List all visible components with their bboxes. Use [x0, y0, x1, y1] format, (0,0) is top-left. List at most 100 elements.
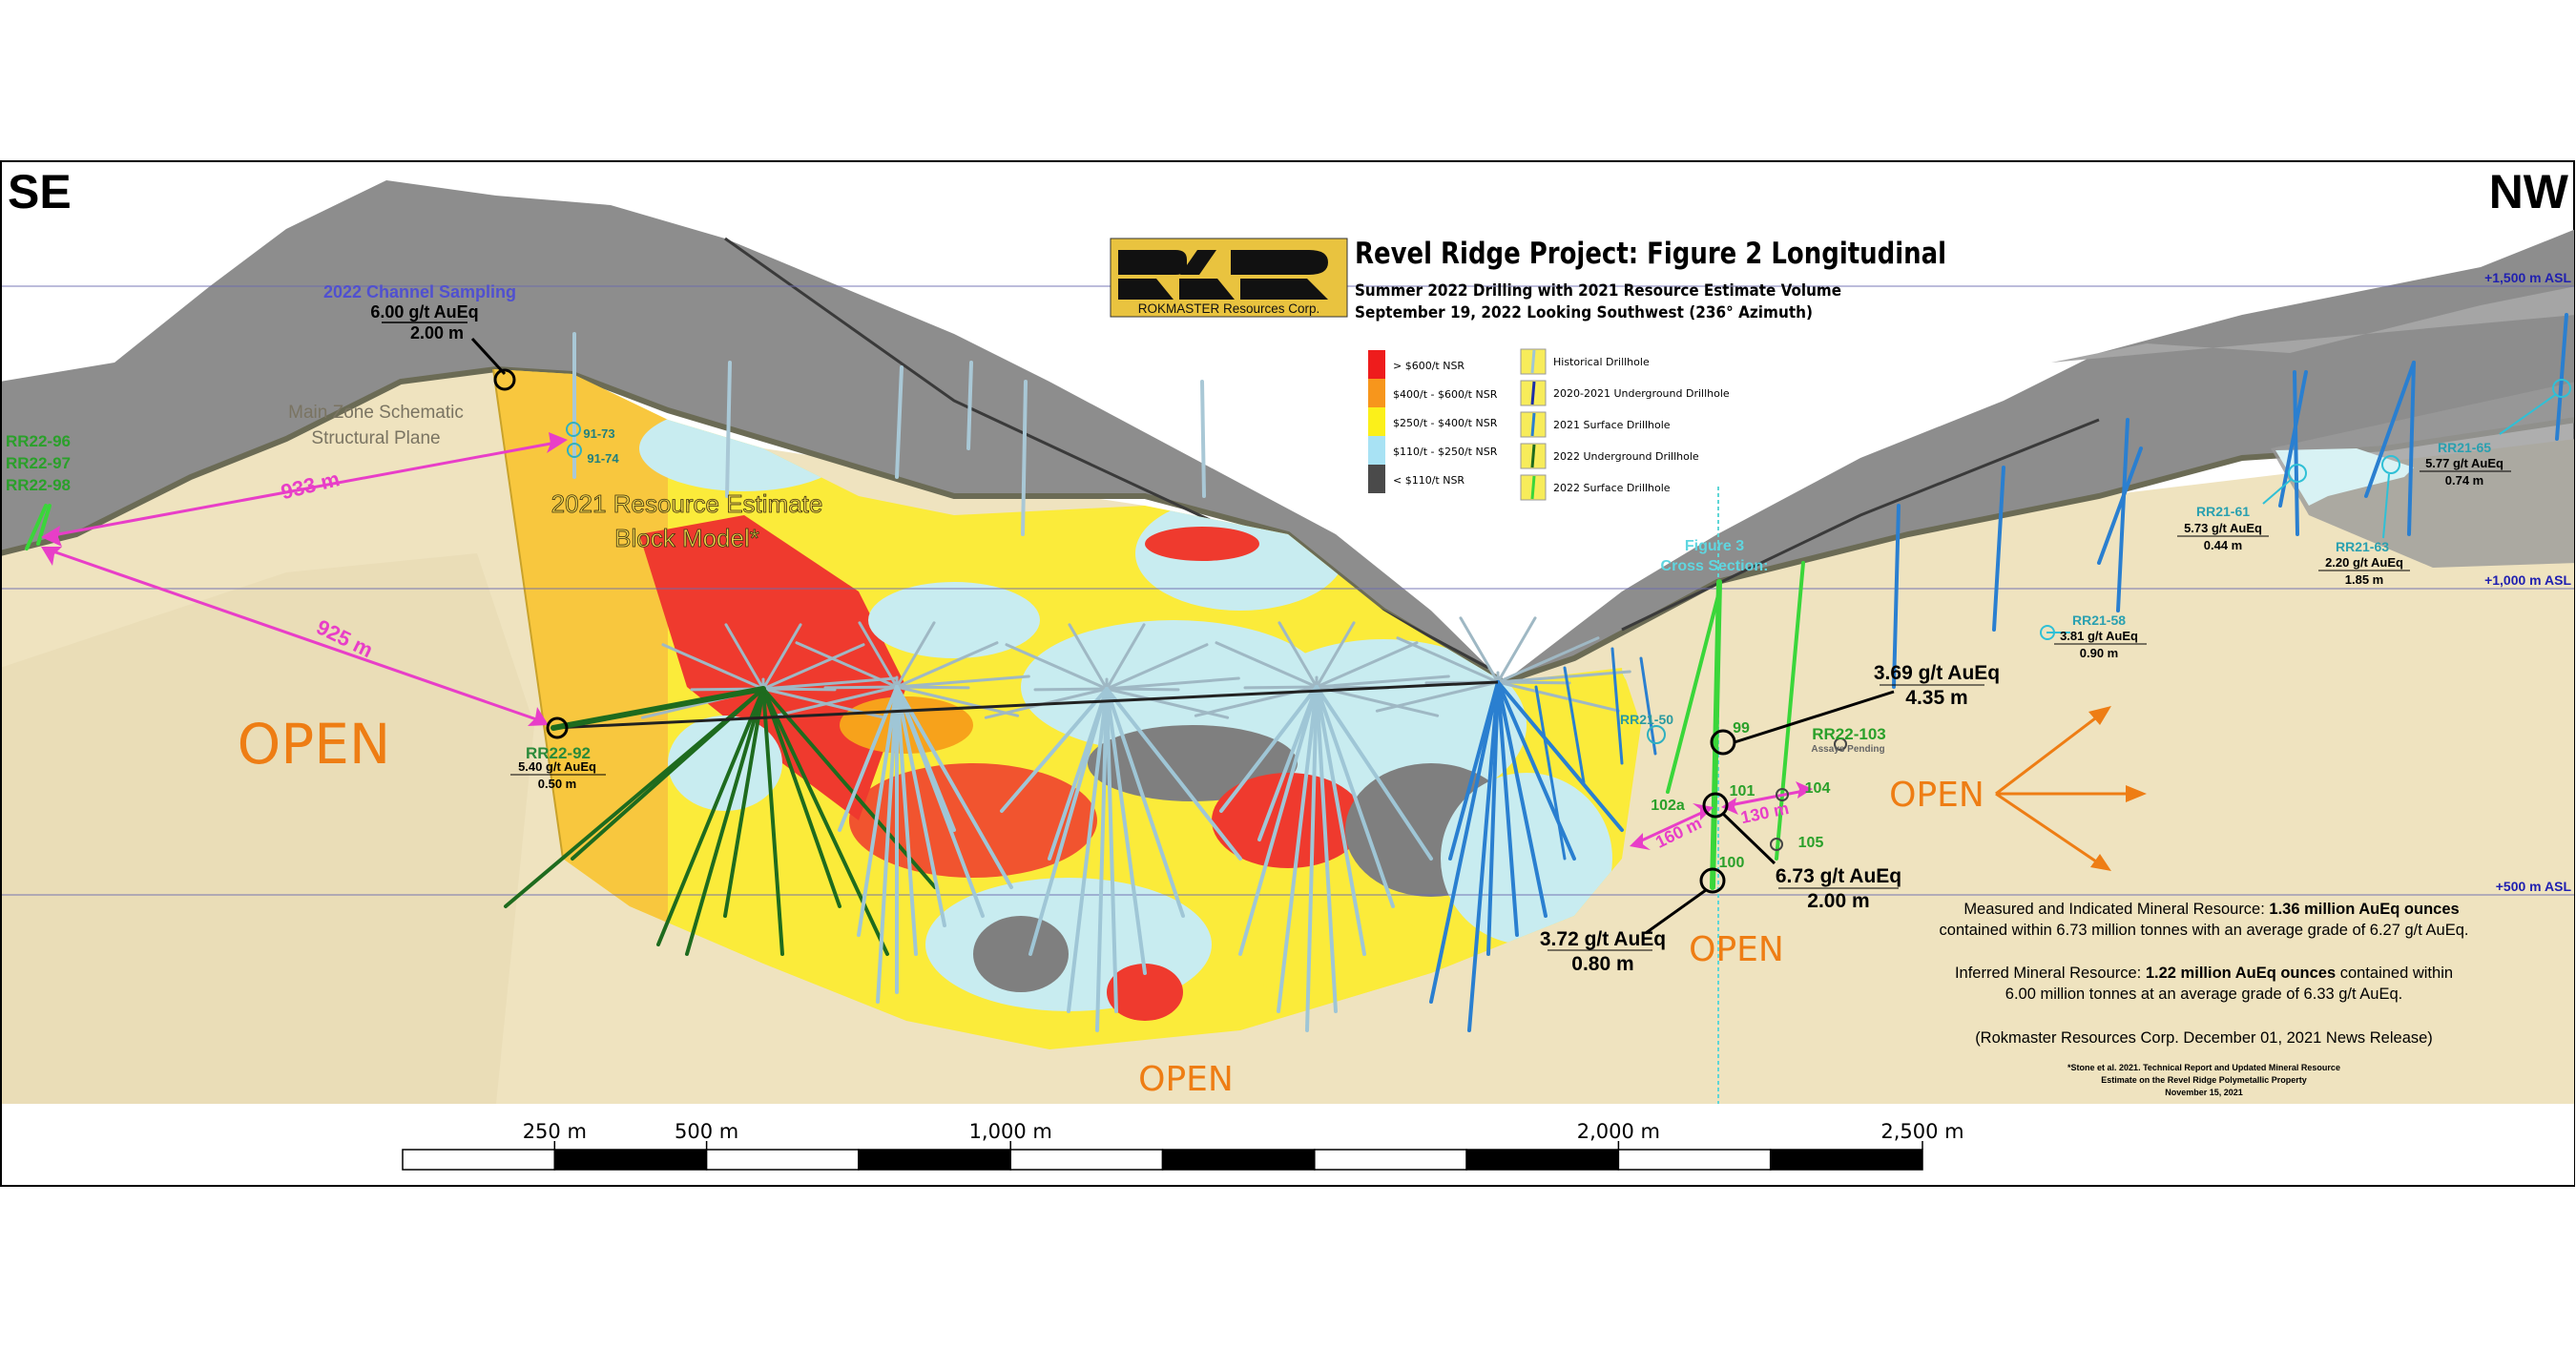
- drillhole: [1305, 685, 1319, 1032]
- open-label-center: OPEN: [1689, 930, 1784, 969]
- open-label-bottom: OPEN: [1138, 1060, 1234, 1099]
- drillhole: [1005, 643, 1109, 691]
- drillhole: [36, 504, 52, 546]
- hole-105-label: 105: [1798, 835, 1824, 851]
- drillhole: [895, 674, 1030, 689]
- drillhole: [1396, 636, 1500, 684]
- drillhole: [1067, 687, 1109, 1013]
- figure3-label-1: Figure 3: [1685, 538, 1744, 554]
- drillhole: [761, 687, 837, 692]
- rr21-61-name: RR21-61: [2196, 504, 2250, 519]
- hole-91-74: 91-74: [587, 451, 619, 466]
- drillhole: [2293, 370, 2299, 536]
- drillhole: [1666, 590, 1721, 794]
- mountain-left: [2, 180, 1504, 682]
- drillhole: [1257, 685, 1319, 841]
- rr21-63-name: RR21-63: [2336, 539, 2389, 554]
- drillhole: [1315, 685, 1366, 956]
- svg-text:ROKMASTER Resources Corp.: ROKMASTER Resources Corp.: [1138, 301, 1320, 316]
- drillhole: [895, 685, 918, 956]
- drillhole: [761, 687, 889, 956]
- drillhole: [823, 685, 899, 690]
- hole-100-label: 100: [1719, 855, 1745, 871]
- drillhole: [1775, 561, 1805, 861]
- drillhole: [1892, 504, 1901, 689]
- hole-91-73: 91-73: [583, 426, 614, 441]
- drillhole: [1496, 670, 1631, 684]
- drillhole: [1243, 685, 1319, 690]
- legend-drillhole-label: 2022 Underground Drillhole: [1553, 450, 1699, 463]
- rr21-63-grade: 2.20 g/t AuEq: [2325, 555, 2403, 570]
- drillhole: [724, 623, 765, 691]
- drillhole: [1459, 616, 1500, 684]
- drillhole: [2364, 361, 2416, 498]
- figure-subtitle-2: September 19, 2022 Looking Southwest (23…: [1355, 303, 1813, 322]
- drillhole: [25, 504, 48, 550]
- rr22-92-name: RR22-92: [526, 744, 591, 762]
- figure3-label-2: Cross Section:: [1661, 558, 1769, 574]
- resource-inf-line1: Inferred Mineral Resource: 1.22 million …: [1955, 965, 2453, 982]
- drillhole: [685, 687, 765, 956]
- drillhole: [966, 361, 973, 450]
- intercept-markers: [470, 337, 1895, 935]
- drillhole: [2097, 446, 2143, 565]
- drillhole: [1496, 616, 1537, 684]
- drillhole: [1610, 647, 1624, 765]
- drillhole: [571, 687, 765, 861]
- hole-rr22-98: RR22-98: [6, 476, 71, 494]
- drillhole: [895, 685, 946, 927]
- drillhole: [1277, 685, 1319, 1013]
- rr21-65-width: 0.74 m: [2445, 473, 2483, 488]
- scale-segment: [553, 1149, 708, 1171]
- rr21-65-grade: 5.77 g/t AuEq: [2425, 456, 2503, 470]
- legend: > $600/t NSR $400/t - $600/t NSR $250/t - …: [1368, 348, 1730, 501]
- drillholes: [25, 313, 2568, 1032]
- scale-tick-label: 2,000 m: [1577, 1120, 1660, 1143]
- drillhole: [1238, 685, 1319, 956]
- drillhole: [1496, 636, 1600, 684]
- intercept-101-grade: 6.73 g/t AuEq: [1776, 865, 1901, 887]
- drillhole: [1486, 680, 1500, 956]
- footnote-1: *Stone et al. 2021. Technical Report and…: [2067, 1063, 2340, 1072]
- figure-subtitle-1: Summer 2022 Drilling with 2021 Resource …: [1355, 281, 1841, 301]
- scale-bar: 250 m 500 m 1,000 m 2,000 m 2,500 m: [402, 1120, 1964, 1171]
- intercept-99-width: 4.35 m: [1905, 687, 1967, 709]
- drillhole: [1375, 680, 1500, 713]
- drillhole: [1105, 676, 1240, 691]
- rr21-63-width: 1.85 m: [2345, 572, 2383, 587]
- hole-rr22-97: RR22-97: [6, 454, 71, 472]
- resource-source: (Rokmaster Resources Corp. December 01, …: [1975, 1029, 2433, 1047]
- scale-segment: [858, 1149, 1011, 1171]
- channel-sampling-grade: 6.00 g/t AuEq: [370, 302, 478, 322]
- drillhole: [761, 687, 784, 956]
- rr21-61-width: 0.44 m: [2204, 538, 2242, 552]
- drillhole: [1028, 687, 1109, 956]
- intercept-100-width: 0.80 m: [1571, 953, 1633, 975]
- legend-swatch: [1368, 350, 1385, 379]
- drillhole: [761, 643, 865, 691]
- drillhole: [725, 361, 732, 498]
- resource-mi-line1: Measured and Indicated Mineral Resource:…: [1963, 901, 2459, 918]
- legend-grade-label: $400/t - $600/t NSR: [1393, 388, 1498, 401]
- scale-tick-label: 500 m: [675, 1120, 738, 1143]
- footnote-2: Estimate on the Revel Ridge Polymetallic…: [2101, 1075, 2307, 1085]
- scale-segment: [402, 1149, 556, 1171]
- intercept-100-grade: 3.72 g/t AuEq: [1540, 928, 1666, 950]
- resource-inf-line2: 6.00 million tonnes at an average grade …: [2005, 986, 2402, 1003]
- rr21-58-name: RR21-58: [2072, 612, 2126, 628]
- scale-segment: [1009, 1149, 1164, 1171]
- drillhole: [1105, 687, 1180, 692]
- legend-swatch: [1368, 379, 1385, 407]
- structural-plane-shade: [2, 553, 534, 1104]
- drillhole: [774, 685, 899, 717]
- drillhole: [1315, 621, 1356, 689]
- drillhole: [1105, 687, 1147, 975]
- legend-drillhole-label: 2020-2021 Underground Drillhole: [1553, 387, 1730, 400]
- intercept-99-grade: 3.69 g/t AuEq: [1874, 662, 2000, 684]
- drillhole: [1467, 680, 1500, 1032]
- drillhole: [1448, 680, 1500, 861]
- drillhole: [1534, 685, 1567, 861]
- assay-markers: [566, 379, 2571, 851]
- legend-swatch: [1368, 407, 1385, 436]
- drillhole: [2278, 370, 2308, 508]
